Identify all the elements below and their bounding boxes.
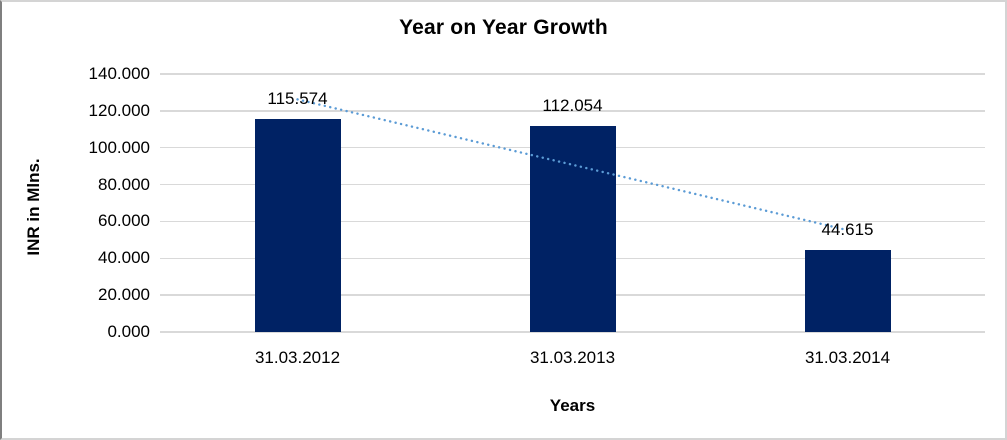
y-tick-label: 40.000 — [98, 248, 150, 268]
x-category-label: 31.03.2013 — [529, 348, 616, 367]
y-tick-label: 80.000 — [98, 174, 150, 194]
bar-data-label: 112.054 — [542, 95, 603, 115]
x-category-label: 31.03.2012 — [254, 348, 341, 367]
x-category-label: 31.03.2014 — [804, 348, 891, 367]
bar — [254, 119, 341, 332]
gridline — [160, 331, 985, 333]
y-tick-label: 120.000 — [88, 100, 150, 120]
bar — [804, 249, 891, 332]
y-tick-label: 20.000 — [98, 285, 150, 305]
y-tick-label: 140.000 — [88, 64, 150, 83]
bar-data-label: 44.615 — [821, 219, 874, 239]
bar — [529, 125, 616, 332]
y-tick-label: 0.000 — [107, 322, 150, 341]
chart-title: Year on Year Growth — [399, 16, 608, 39]
gridline — [160, 73, 985, 75]
y-tick-label: 100.000 — [88, 137, 150, 157]
bar-data-label: 115.574 — [267, 89, 328, 108]
y-tick-label: 60.000 — [98, 211, 150, 231]
x-axis-title: Years — [549, 396, 596, 415]
